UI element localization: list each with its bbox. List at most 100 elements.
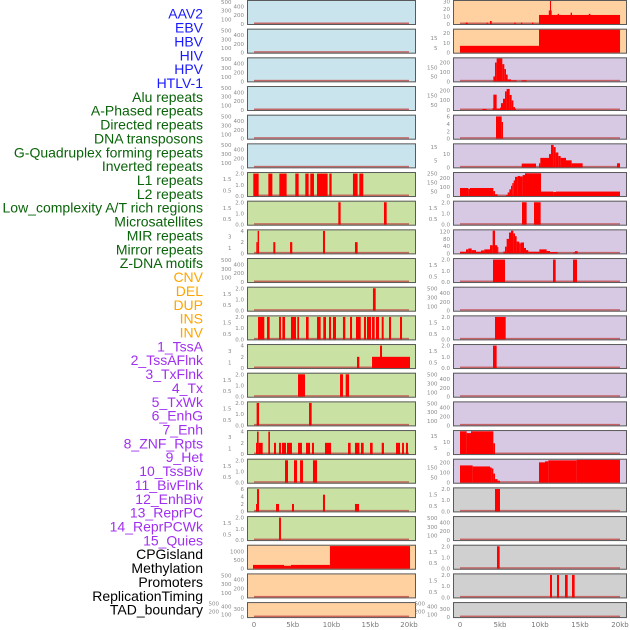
signal-bar: [290, 242, 293, 254]
y-tick-label: 500: [221, 143, 232, 149]
panel-background: [247, 114, 416, 140]
signal-bar: [509, 94, 512, 111]
y-tick-label: 300: [234, 607, 245, 613]
x-tick-label: 15kb: [362, 621, 380, 629]
panel-background: [453, 286, 627, 312]
signal-bar: [468, 248, 472, 254]
y-tick-label: 100: [221, 18, 232, 24]
y-tick-label: 100: [221, 276, 232, 282]
track-label: 1_TssA: [157, 338, 204, 354]
track-panel: 0.00.51.01.52.0: [223, 372, 416, 401]
panel-border: [453, 229, 627, 255]
y-tick-label: 400: [427, 604, 438, 610]
panel-border: [453, 143, 627, 169]
y-tick-label: 2.0: [441, 315, 450, 321]
panel-border: [247, 315, 416, 341]
panel-border: [247, 602, 416, 619]
y-tick-label: 0.5: [429, 332, 438, 338]
panel-border: [247, 458, 416, 484]
baseline-mark: [460, 509, 620, 512]
baseline-mark: [254, 165, 409, 168]
signal-bar: [348, 442, 351, 455]
track-label: 10_TssBiv: [139, 463, 203, 479]
track-panel: 0.00.51.01.52.0: [223, 200, 416, 229]
signal-bar: [490, 245, 493, 254]
signal-bar: [370, 442, 373, 455]
signal-bar: [539, 462, 545, 483]
signal-bar: [460, 187, 469, 197]
y-tick-label: 250: [427, 172, 438, 178]
baseline-mark: [460, 567, 620, 569]
y-tick-label: 1: [228, 360, 232, 366]
signal-bar: [519, 243, 521, 254]
y-tick-label: 500: [221, 258, 232, 264]
signal-bar: [521, 22, 523, 24]
panel-border: [247, 229, 416, 255]
y-tick-label: 120: [440, 230, 451, 236]
y-tick-label: 0.0: [441, 223, 450, 229]
panel-background: [247, 487, 416, 513]
y-tick-label: 1.0: [441, 584, 450, 590]
track-label: Promoters: [138, 574, 203, 590]
y-tick-label: 3: [228, 435, 232, 441]
y-tick-label: 50: [431, 190, 438, 196]
y-tick-label: 2: [241, 240, 245, 246]
signal-bar: [381, 316, 384, 340]
y-tick-label: 1.0: [235, 211, 244, 217]
signal-bar: [287, 442, 292, 455]
baseline-mark: [254, 395, 409, 397]
y-tick-label: 500: [221, 573, 232, 579]
y-tick-label: 400: [234, 578, 245, 584]
y-tick-label: 0.5: [223, 418, 232, 424]
y-tick-label: 0: [241, 366, 245, 372]
signal-bar: [512, 183, 514, 197]
baseline-mark: [460, 137, 620, 139]
panel-background: [247, 286, 416, 312]
track-panel: 0.00.51.01.52.0: [223, 286, 416, 315]
track-panel: 0.00.51.01.52.0: [223, 458, 416, 487]
signal-bar: [257, 489, 260, 512]
y-tick-label: 1.0: [235, 527, 244, 533]
signal-bar: [352, 173, 358, 197]
y-tick-label: 1: [228, 246, 232, 252]
y-tick-label: 1.5: [429, 579, 438, 585]
y-tick-label: 2: [447, 129, 451, 135]
baseline-mark: [254, 481, 409, 483]
y-tick-label: 0.0: [235, 223, 244, 229]
signal-bar: [546, 251, 550, 254]
baseline-mark: [254, 79, 409, 82]
y-tick-label: 1.0: [441, 556, 450, 562]
panel-border: [247, 0, 416, 25]
track-label: MIR repeats: [127, 227, 203, 243]
y-tick-label: 400: [234, 62, 245, 68]
signal-bar: [273, 442, 277, 455]
y-tick-label: 40: [443, 244, 450, 250]
y-tick-label: 500: [221, 29, 232, 35]
y-tick-label: 1.0: [235, 412, 244, 418]
signal-bar: [273, 242, 276, 254]
y-tick-label: 500: [221, 86, 232, 92]
y-tick-label: 6: [447, 114, 451, 120]
signal-bar: [509, 232, 511, 254]
panel-background: [247, 602, 416, 619]
signal-bar: [548, 460, 577, 483]
baseline-mark: [254, 309, 409, 311]
signal-bar: [332, 316, 336, 340]
signal-bar: [481, 250, 485, 254]
track-label: 3_TxFlnk: [145, 366, 204, 382]
y-tick-label: 1.5: [223, 321, 232, 327]
y-tick-label: 2.0: [441, 544, 450, 550]
track-label: AAV2: [168, 6, 203, 22]
y-tick-label: 0.0: [235, 481, 244, 487]
signal-bar: [573, 252, 575, 254]
track-panel: 0 24 6: [447, 114, 627, 143]
signal-bar: [566, 160, 572, 168]
y-tick-label: 2.0: [235, 516, 244, 522]
signal-bar: [366, 316, 372, 340]
y-tick-label: 0.0: [441, 595, 450, 601]
y-tick-label: 1.0: [441, 355, 450, 361]
track-label: 12_EnhBiv: [135, 491, 203, 507]
panel-background: [247, 573, 416, 599]
